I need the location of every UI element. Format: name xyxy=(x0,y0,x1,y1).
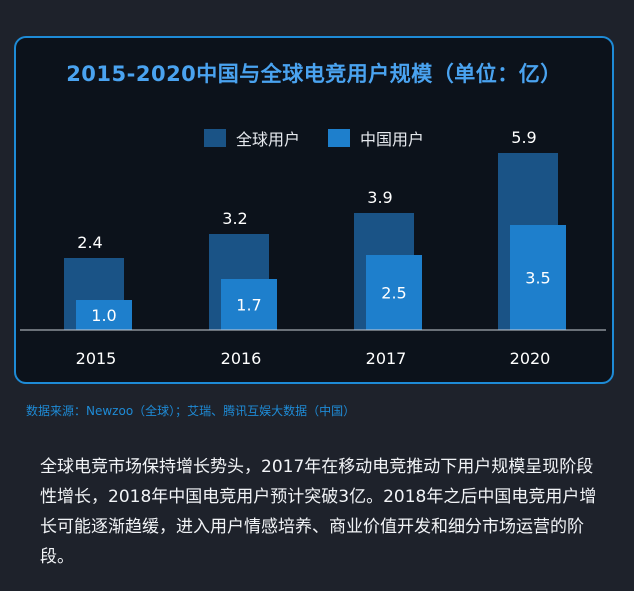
chart-legend: 全球用户 中国用户 xyxy=(16,126,612,150)
value-label-china-2020: 3.5 xyxy=(525,269,550,288)
bar-china-2015 xyxy=(76,300,132,330)
x-tick-label-2016: 2016 xyxy=(221,349,262,368)
value-label-china-2015: 1.0 xyxy=(91,306,116,325)
legend-label-china: 中国用户 xyxy=(360,130,425,149)
bar-china-2016 xyxy=(221,279,277,330)
value-label-china-2017: 2.5 xyxy=(381,284,406,303)
legend-swatch-china xyxy=(328,129,350,147)
legend-item-china: 中国用户 xyxy=(328,126,424,150)
chart-card: 2015-2020中国与全球电竞用户规模（单位：亿） 全球用户 中国用户 2.4… xyxy=(14,36,614,384)
bar-china-2017 xyxy=(366,255,422,330)
value-label-global-2020: 5.9 xyxy=(511,128,536,147)
x-tick-label-2015: 2015 xyxy=(76,349,117,368)
bar-chart: 2.4 1.0 2015 3.2 1.7 2016 3.9 2.5 2017 5.9 3.5 2020 xyxy=(20,128,606,368)
legend-item-global: 全球用户 xyxy=(203,126,300,150)
chart-title: 2015-2020中国与全球电竞用户规模（单位：亿） xyxy=(66,62,562,86)
value-label-global-2017: 3.9 xyxy=(367,188,392,207)
x-tick-label-2017: 2017 xyxy=(366,349,407,368)
description-text: 全球电竞市场保持增长势头，2017年在移动电竞推动下用户规模呈现阶段性增长，20… xyxy=(40,457,597,567)
data-source-note: 数据来源：Newzoo（全球）；艾瑞、腾讯互娱大数据（中国） xyxy=(26,404,356,418)
bar-china-2020 xyxy=(510,225,566,330)
value-label-global-2015: 2.4 xyxy=(77,233,102,252)
x-tick-label-2020: 2020 xyxy=(510,349,551,368)
value-label-global-2016: 3.2 xyxy=(222,209,247,228)
legend-label-global: 全球用户 xyxy=(235,130,300,149)
value-label-china-2016: 1.7 xyxy=(236,296,261,315)
legend-swatch-global xyxy=(203,129,226,147)
